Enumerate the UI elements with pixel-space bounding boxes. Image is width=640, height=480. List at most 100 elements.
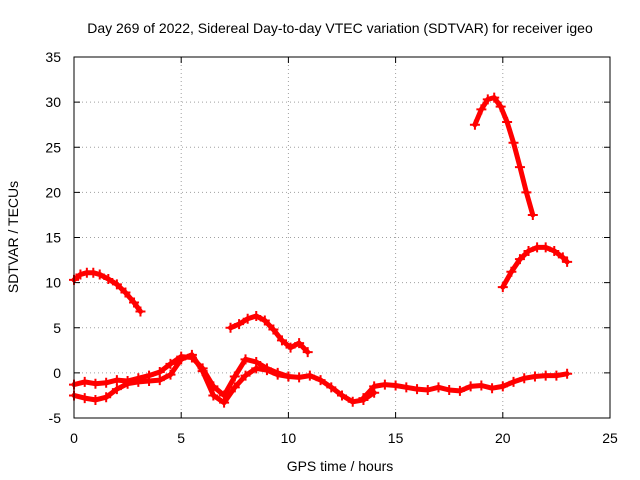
x-axis-label: GPS time / hours: [287, 458, 394, 474]
data-point: [369, 381, 380, 392]
data-point: [532, 242, 543, 253]
data-point: [454, 385, 465, 396]
data-point: [489, 92, 500, 103]
y-tick-label: 0: [53, 365, 61, 381]
data-point: [422, 385, 433, 396]
data-point: [412, 384, 423, 395]
data-point: [358, 393, 369, 404]
y-tick-label: 20: [45, 184, 61, 200]
data-point: [304, 370, 315, 381]
data-point: [444, 385, 455, 396]
data-point: [94, 269, 105, 280]
data-point: [129, 297, 140, 308]
data-point: [285, 342, 296, 353]
series-arc-3: [469, 92, 538, 220]
data-point: [562, 368, 573, 379]
series-arc-1: [69, 267, 146, 317]
x-tick-label: 0: [70, 430, 78, 446]
data-point: [514, 254, 525, 265]
y-axis-label: SDTVAR / TECUs: [5, 181, 21, 293]
data-point: [268, 324, 279, 335]
y-tick-label: 35: [45, 49, 61, 65]
series-arc-6: [69, 349, 294, 408]
data-point: [476, 104, 487, 115]
data-point: [519, 373, 530, 384]
series-arc-2: [225, 311, 313, 358]
data-point: [390, 380, 401, 391]
data-point: [433, 382, 444, 393]
data-point: [521, 187, 532, 198]
series-line: [228, 313, 311, 355]
data-point: [294, 338, 305, 349]
data-point: [497, 381, 508, 392]
data-point: [562, 256, 573, 267]
data-point: [497, 282, 508, 293]
data-point: [527, 209, 538, 220]
data-point: [315, 375, 326, 386]
data-point: [219, 397, 230, 408]
data-layer: [69, 92, 573, 408]
data-point: [523, 246, 534, 257]
data-point: [133, 376, 144, 387]
data-point: [240, 370, 251, 381]
data-point: [229, 371, 240, 382]
data-point: [259, 315, 270, 326]
data-point: [326, 382, 337, 393]
data-point: [529, 371, 540, 382]
data-point: [476, 380, 487, 391]
data-point: [101, 392, 112, 403]
data-point: [469, 119, 480, 130]
data-point: [75, 269, 86, 280]
series-line: [472, 95, 536, 218]
data-point: [144, 375, 155, 386]
data-point: [506, 266, 517, 277]
data-point: [225, 322, 236, 333]
data-point: [90, 394, 101, 405]
data-point: [508, 137, 519, 148]
y-tick-label: 10: [45, 275, 61, 291]
data-point: [79, 393, 90, 404]
data-point: [111, 384, 122, 395]
y-tick-label: 5: [53, 320, 61, 336]
data-point: [176, 354, 187, 365]
data-point: [101, 377, 112, 388]
data-point: [120, 287, 131, 298]
data-point: [551, 370, 562, 381]
data-point: [347, 396, 358, 407]
series-arc-4: [497, 242, 573, 293]
x-tick-label: 10: [281, 430, 297, 446]
data-point: [294, 372, 305, 383]
data-point: [549, 246, 560, 257]
data-point: [242, 313, 253, 324]
data-point: [251, 311, 262, 322]
data-point: [165, 358, 176, 369]
data-point: [165, 369, 176, 380]
data-point: [103, 274, 114, 285]
data-point: [302, 347, 313, 358]
data-point: [495, 101, 506, 112]
y-tick-label: 25: [45, 139, 61, 155]
data-point: [514, 162, 525, 173]
x-tick-label: 15: [388, 430, 404, 446]
data-point: [276, 335, 287, 346]
data-point: [261, 365, 272, 376]
axis-layer: 0 5 10 15 20 25 -5 0 5 10 15 20 25 30 35: [45, 49, 618, 446]
y-tick-label: 15: [45, 230, 61, 246]
x-tick-label: 20: [495, 430, 511, 446]
data-point: [251, 363, 262, 374]
y-tick-label: -5: [49, 410, 62, 426]
x-tick-label: 25: [602, 430, 618, 446]
data-point: [135, 306, 146, 317]
data-point: [272, 369, 283, 380]
data-point: [487, 383, 498, 394]
data-point: [111, 375, 122, 386]
data-point: [283, 371, 294, 382]
data-point: [90, 378, 101, 389]
data-point: [482, 94, 493, 105]
data-point: [122, 378, 133, 389]
data-point: [79, 376, 90, 387]
x-tick-label: 5: [177, 430, 185, 446]
data-point: [234, 319, 245, 330]
